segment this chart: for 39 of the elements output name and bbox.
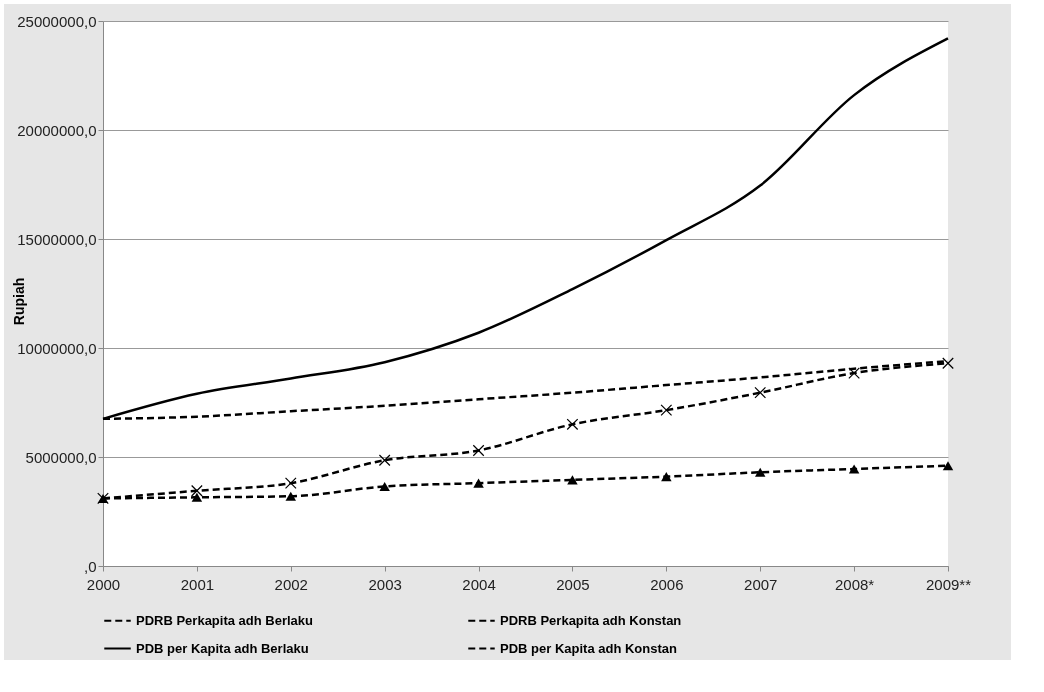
y-tick-label: 5000000,0 xyxy=(25,448,97,466)
point xyxy=(191,484,203,497)
point xyxy=(379,481,390,491)
x-tick-label: 2001 xyxy=(180,575,215,593)
legend-label: PDB per Kapita adh Konstan xyxy=(500,640,678,656)
point xyxy=(660,404,673,416)
point xyxy=(284,477,297,489)
y-tick-label: 20000000,0 xyxy=(17,121,97,139)
x-tick-label: 2008* xyxy=(835,575,875,593)
point xyxy=(848,367,860,379)
point xyxy=(661,472,672,482)
x-tick-label: 2002 xyxy=(274,575,308,593)
x-tick-label: 2003 xyxy=(368,575,402,593)
legend-label: PDRB Perkapita adh Konstan xyxy=(500,612,682,628)
legend-label: PDRB Perkapita adh Berlaku xyxy=(136,612,314,628)
point xyxy=(285,491,297,501)
x-tick-label: 2004 xyxy=(462,575,496,593)
y-tick-label: ,0 xyxy=(83,557,97,575)
point xyxy=(942,461,954,471)
point xyxy=(473,478,484,488)
point xyxy=(378,454,391,467)
x-tick-label: 2007 xyxy=(744,575,778,593)
x-tick-label: 2006 xyxy=(650,575,684,593)
legend-label: PDB per Kapita adh Berlaku xyxy=(136,640,309,656)
point xyxy=(472,444,485,457)
x-tick-label: 2009** xyxy=(925,575,972,593)
point xyxy=(566,418,579,431)
y-tick-label: 25000000,0 xyxy=(17,12,97,30)
point xyxy=(191,492,203,502)
x-tick-label: 2000 xyxy=(86,575,121,593)
point xyxy=(942,357,954,370)
point xyxy=(754,467,766,477)
point xyxy=(754,386,767,399)
y-axis-title: Rupiah xyxy=(11,277,28,326)
point xyxy=(567,475,578,485)
point xyxy=(848,464,860,474)
y-tick-label: 10000000,0 xyxy=(17,339,97,357)
y-tick-label: 15000000,0 xyxy=(17,230,97,248)
x-tick-label: 2005 xyxy=(556,575,590,593)
